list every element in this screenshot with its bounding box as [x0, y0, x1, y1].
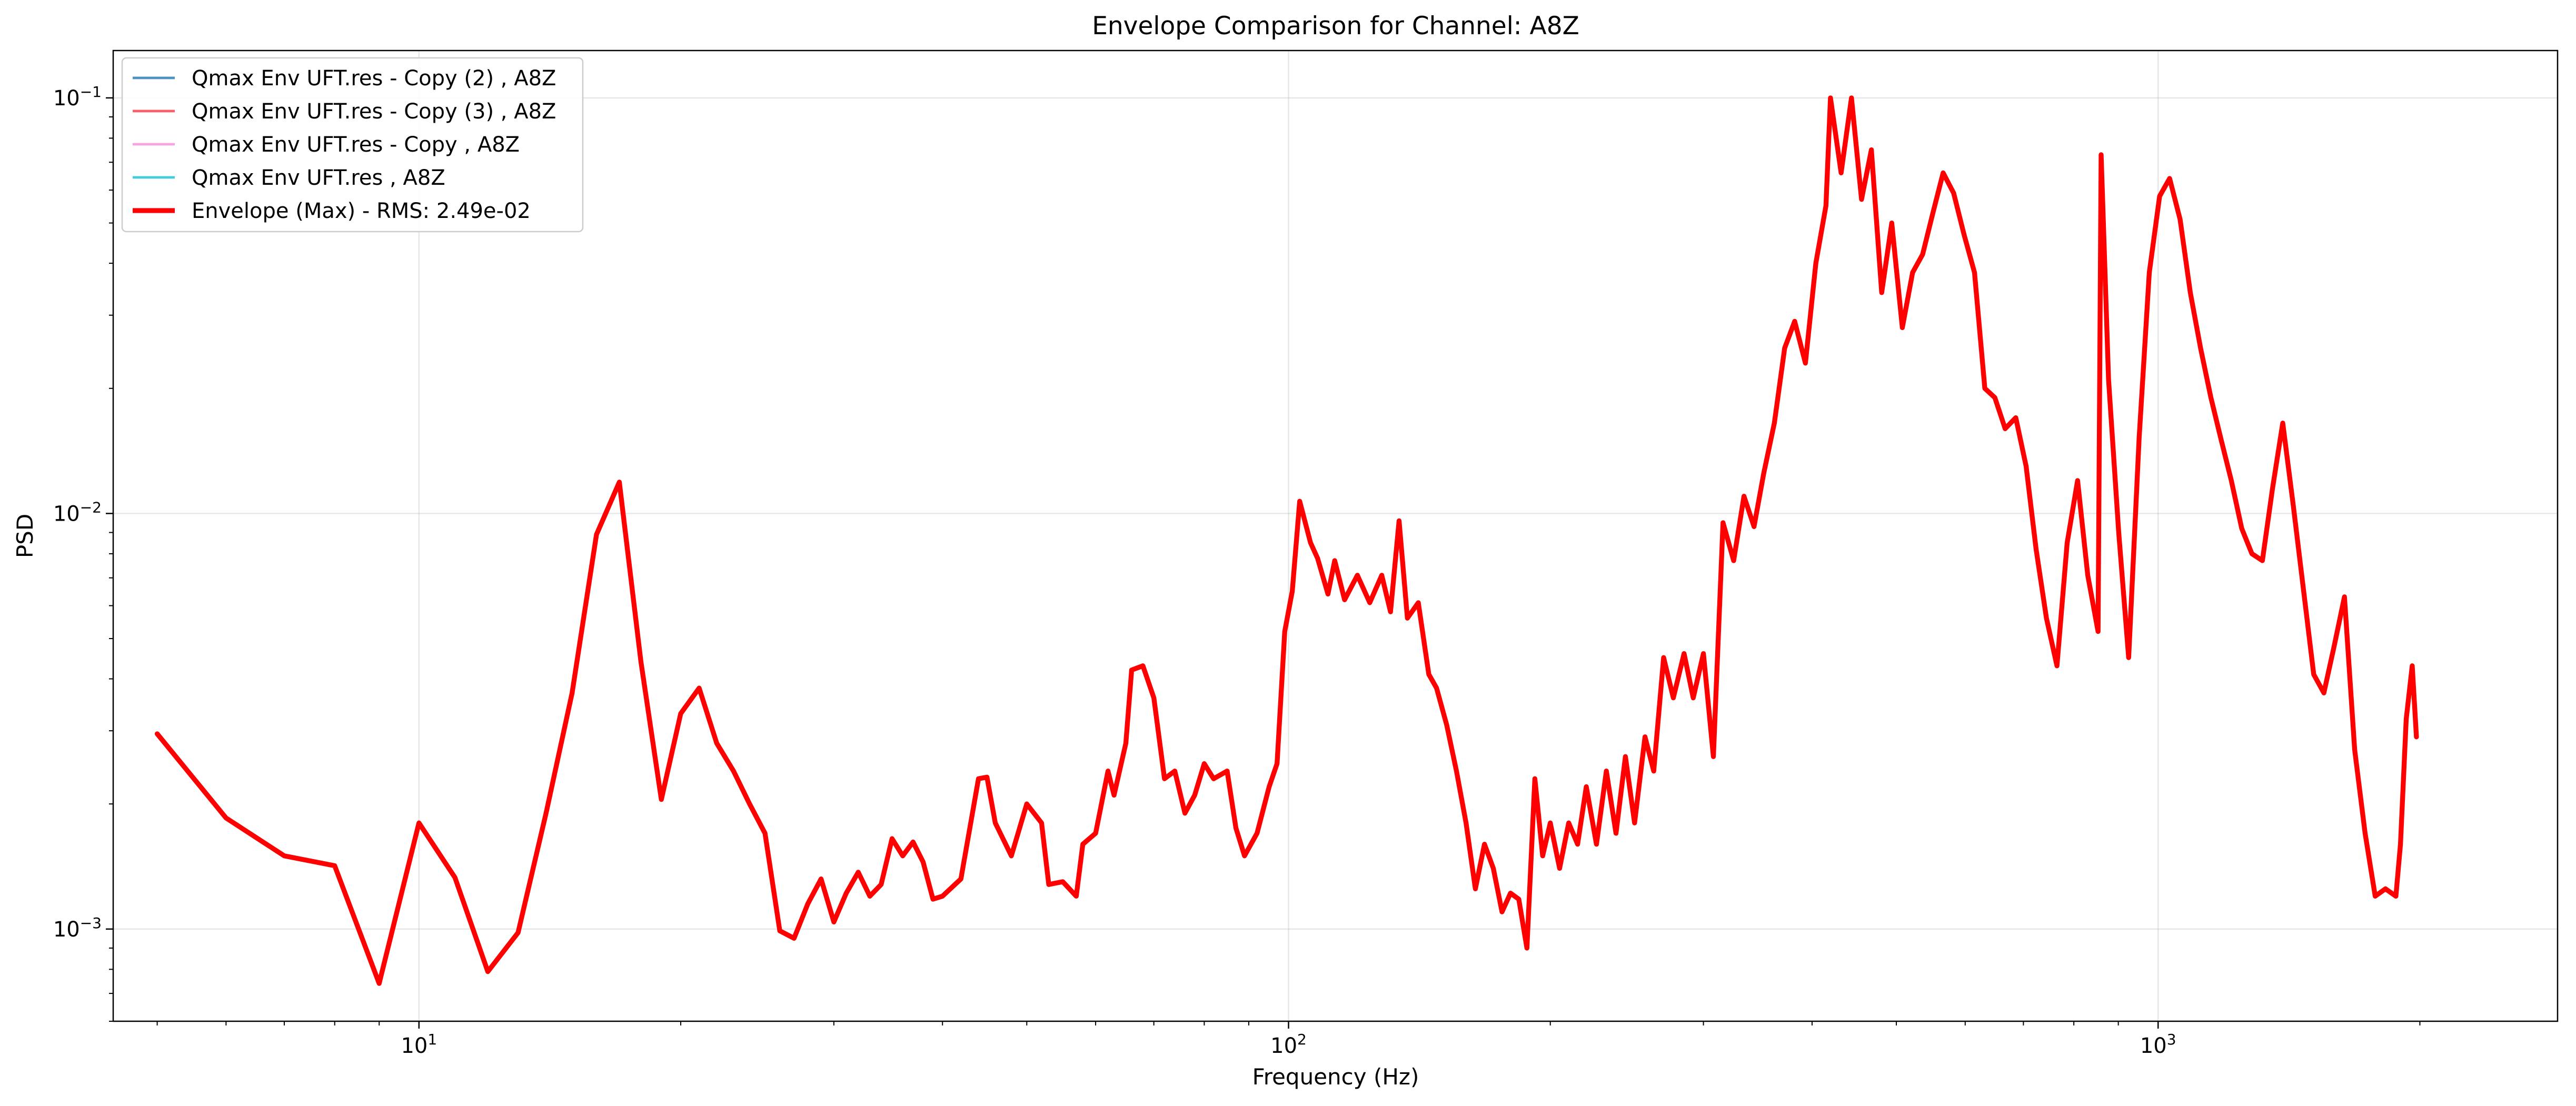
legend-entry-label: Qmax Env UFT.res - Copy (3) , A8Z	[192, 99, 556, 124]
legend-entry-label: Qmax Env UFT.res - Copy (2) , A8Z	[192, 66, 556, 91]
y-tick-exponent: −1	[80, 83, 102, 101]
legend-entry-label: Qmax Env UFT.res , A8Z	[192, 166, 445, 190]
x-tick-exponent: 3	[2167, 1031, 2176, 1048]
x-tick-exponent: 2	[1297, 1031, 1307, 1048]
y-tick-label: 10−3	[53, 914, 102, 942]
chart-title: Envelope Comparison for Channel: A8Z	[1092, 12, 1579, 41]
x-tick-exponent: 1	[427, 1031, 437, 1048]
plot-frame	[112, 49, 2559, 1022]
y-axis-label: PSD	[12, 514, 38, 558]
y-tick-exponent: −2	[80, 499, 102, 516]
envelope-line	[154, 95, 2419, 986]
plot-series	[154, 95, 2419, 986]
legend-entry-label: Qmax Env UFT.res - Copy , A8Z	[192, 133, 520, 157]
legend-box	[121, 57, 584, 233]
x-axis-label: Frequency (Hz)	[1252, 1064, 1419, 1090]
y-tick-exponent: −3	[80, 914, 102, 932]
legend: Qmax Env UFT.res - Copy (2) , A8Z Qmax En…	[121, 57, 584, 233]
legend-entry-label: Envelope (Max) - RMS: 2.49e-02	[192, 199, 531, 223]
